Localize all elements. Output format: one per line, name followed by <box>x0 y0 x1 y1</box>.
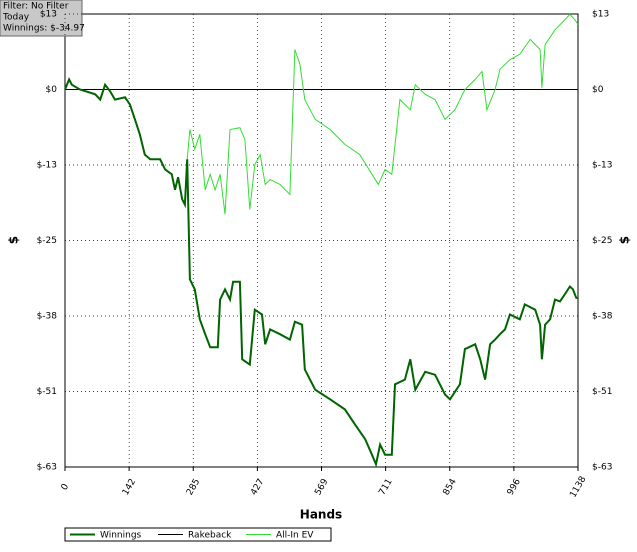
legend-label: Rakeback <box>188 531 232 541</box>
y2-tick-label: $-38 <box>592 312 613 322</box>
y-tick-label: $-63 <box>37 463 57 473</box>
info-winnings: Winnings: $-34.97 <box>3 24 85 34</box>
info-filter: Filter: No Filter <box>3 2 69 12</box>
y-axis-label: $ <box>7 236 21 244</box>
info-bg <box>0 0 83 37</box>
series-line <box>64 76 579 468</box>
y2-tick-label: $-25 <box>592 236 612 246</box>
y-tick-label: $-51 <box>37 387 57 397</box>
y2-tick-label: $0 <box>592 85 604 95</box>
legend-label: All-In EV <box>276 531 314 541</box>
y2-tick-label: $13 <box>592 10 609 20</box>
legend <box>64 527 332 542</box>
y2-tick-label: $-13 <box>592 161 612 171</box>
y-tick-label: $-13 <box>37 161 57 171</box>
x-axis-label: Hands <box>300 508 342 522</box>
y2-tick-label: $-63 <box>592 463 612 473</box>
y2-axis-label: $ <box>618 236 632 244</box>
y2-tick-label: $-51 <box>592 387 612 397</box>
info-period: Today <box>2 13 30 23</box>
legend-label: Winnings <box>100 531 142 541</box>
info-box: Filter: No Filter Today Winnings: $-34.9… <box>0 0 85 37</box>
y-tick-label: $13 <box>40 10 57 20</box>
y-tick-label: $0 <box>46 85 58 95</box>
x-tick-label: 0 <box>60 482 72 492</box>
y-tick-label: $-38 <box>37 312 58 322</box>
y-tick-label: $-25 <box>37 236 57 246</box>
